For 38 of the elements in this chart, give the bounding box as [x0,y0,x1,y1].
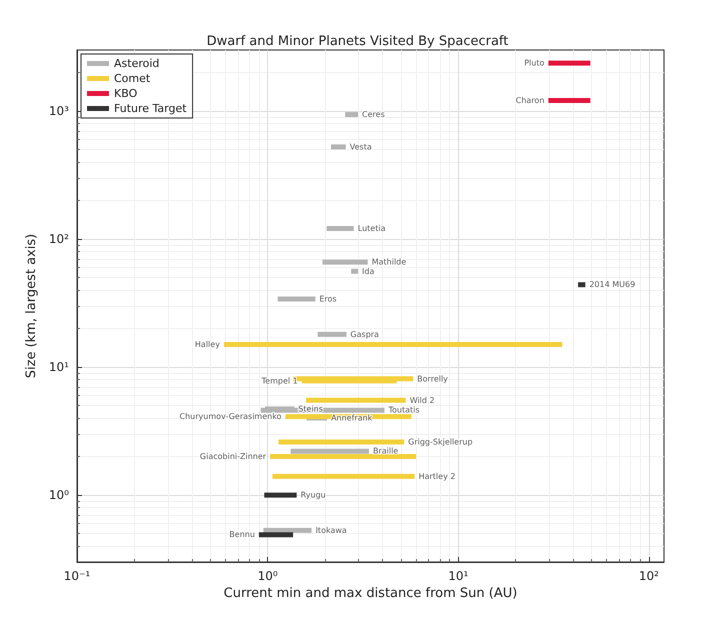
annotation: Halley [194,340,220,350]
annotation: Vesta [350,142,372,152]
y-axis-title: Size (km, largest axis) [24,234,40,378]
annotation: 2014 MU69 [589,280,636,290]
legend-label: KBO [114,87,138,100]
annotation: Giacobini-Zinner [200,452,267,462]
annotation: Itokawa [316,526,347,535]
annotation: Borrelly [417,374,448,384]
annotation: Grigg-Skjellerup [408,437,473,446]
x-tick-label: 10⁰ [258,569,278,583]
annotation: Eros [319,294,337,304]
annotation: Ida [362,266,374,276]
x-tick-label: 10⁻¹ [64,569,90,583]
x-tick-label: 10¹ [448,569,468,583]
annotation: Churyumov-Gerasimenko [180,412,282,422]
legend-label: Asteroid [114,57,160,70]
annotation: Wild 2 [410,396,435,405]
y-tick-label: 10⁰ [48,488,70,502]
annotation: Gaspra [350,330,380,339]
legend-label: Future Target [114,102,188,115]
annotation: Hartley 2 [418,472,456,481]
x-axis-title: Current min and max distance from Sun (AU) [224,586,518,601]
annotation: Tempel 1 [260,376,298,386]
legend-label: Comet [114,72,151,85]
annotation: Braille [372,446,398,456]
annotation: Ryugu [300,490,326,500]
annotation: Toutatis [387,406,420,415]
annotation: Lutetia [358,224,386,233]
y-tick-label: 10² [48,232,70,246]
annotation: Mathilde [372,258,406,267]
y-tick-label: 10³ [48,104,70,118]
chart-title: Dwarf and Minor Planets Visited By Spacecraft [206,34,508,49]
annotation: Charon [516,96,544,105]
annotation: Bennu [229,530,255,540]
y-tick-label: 10¹ [48,360,70,374]
annotation: Pluto [524,58,544,68]
x-tick-label: 10² [638,569,660,583]
annotation: Ceres [362,110,385,120]
